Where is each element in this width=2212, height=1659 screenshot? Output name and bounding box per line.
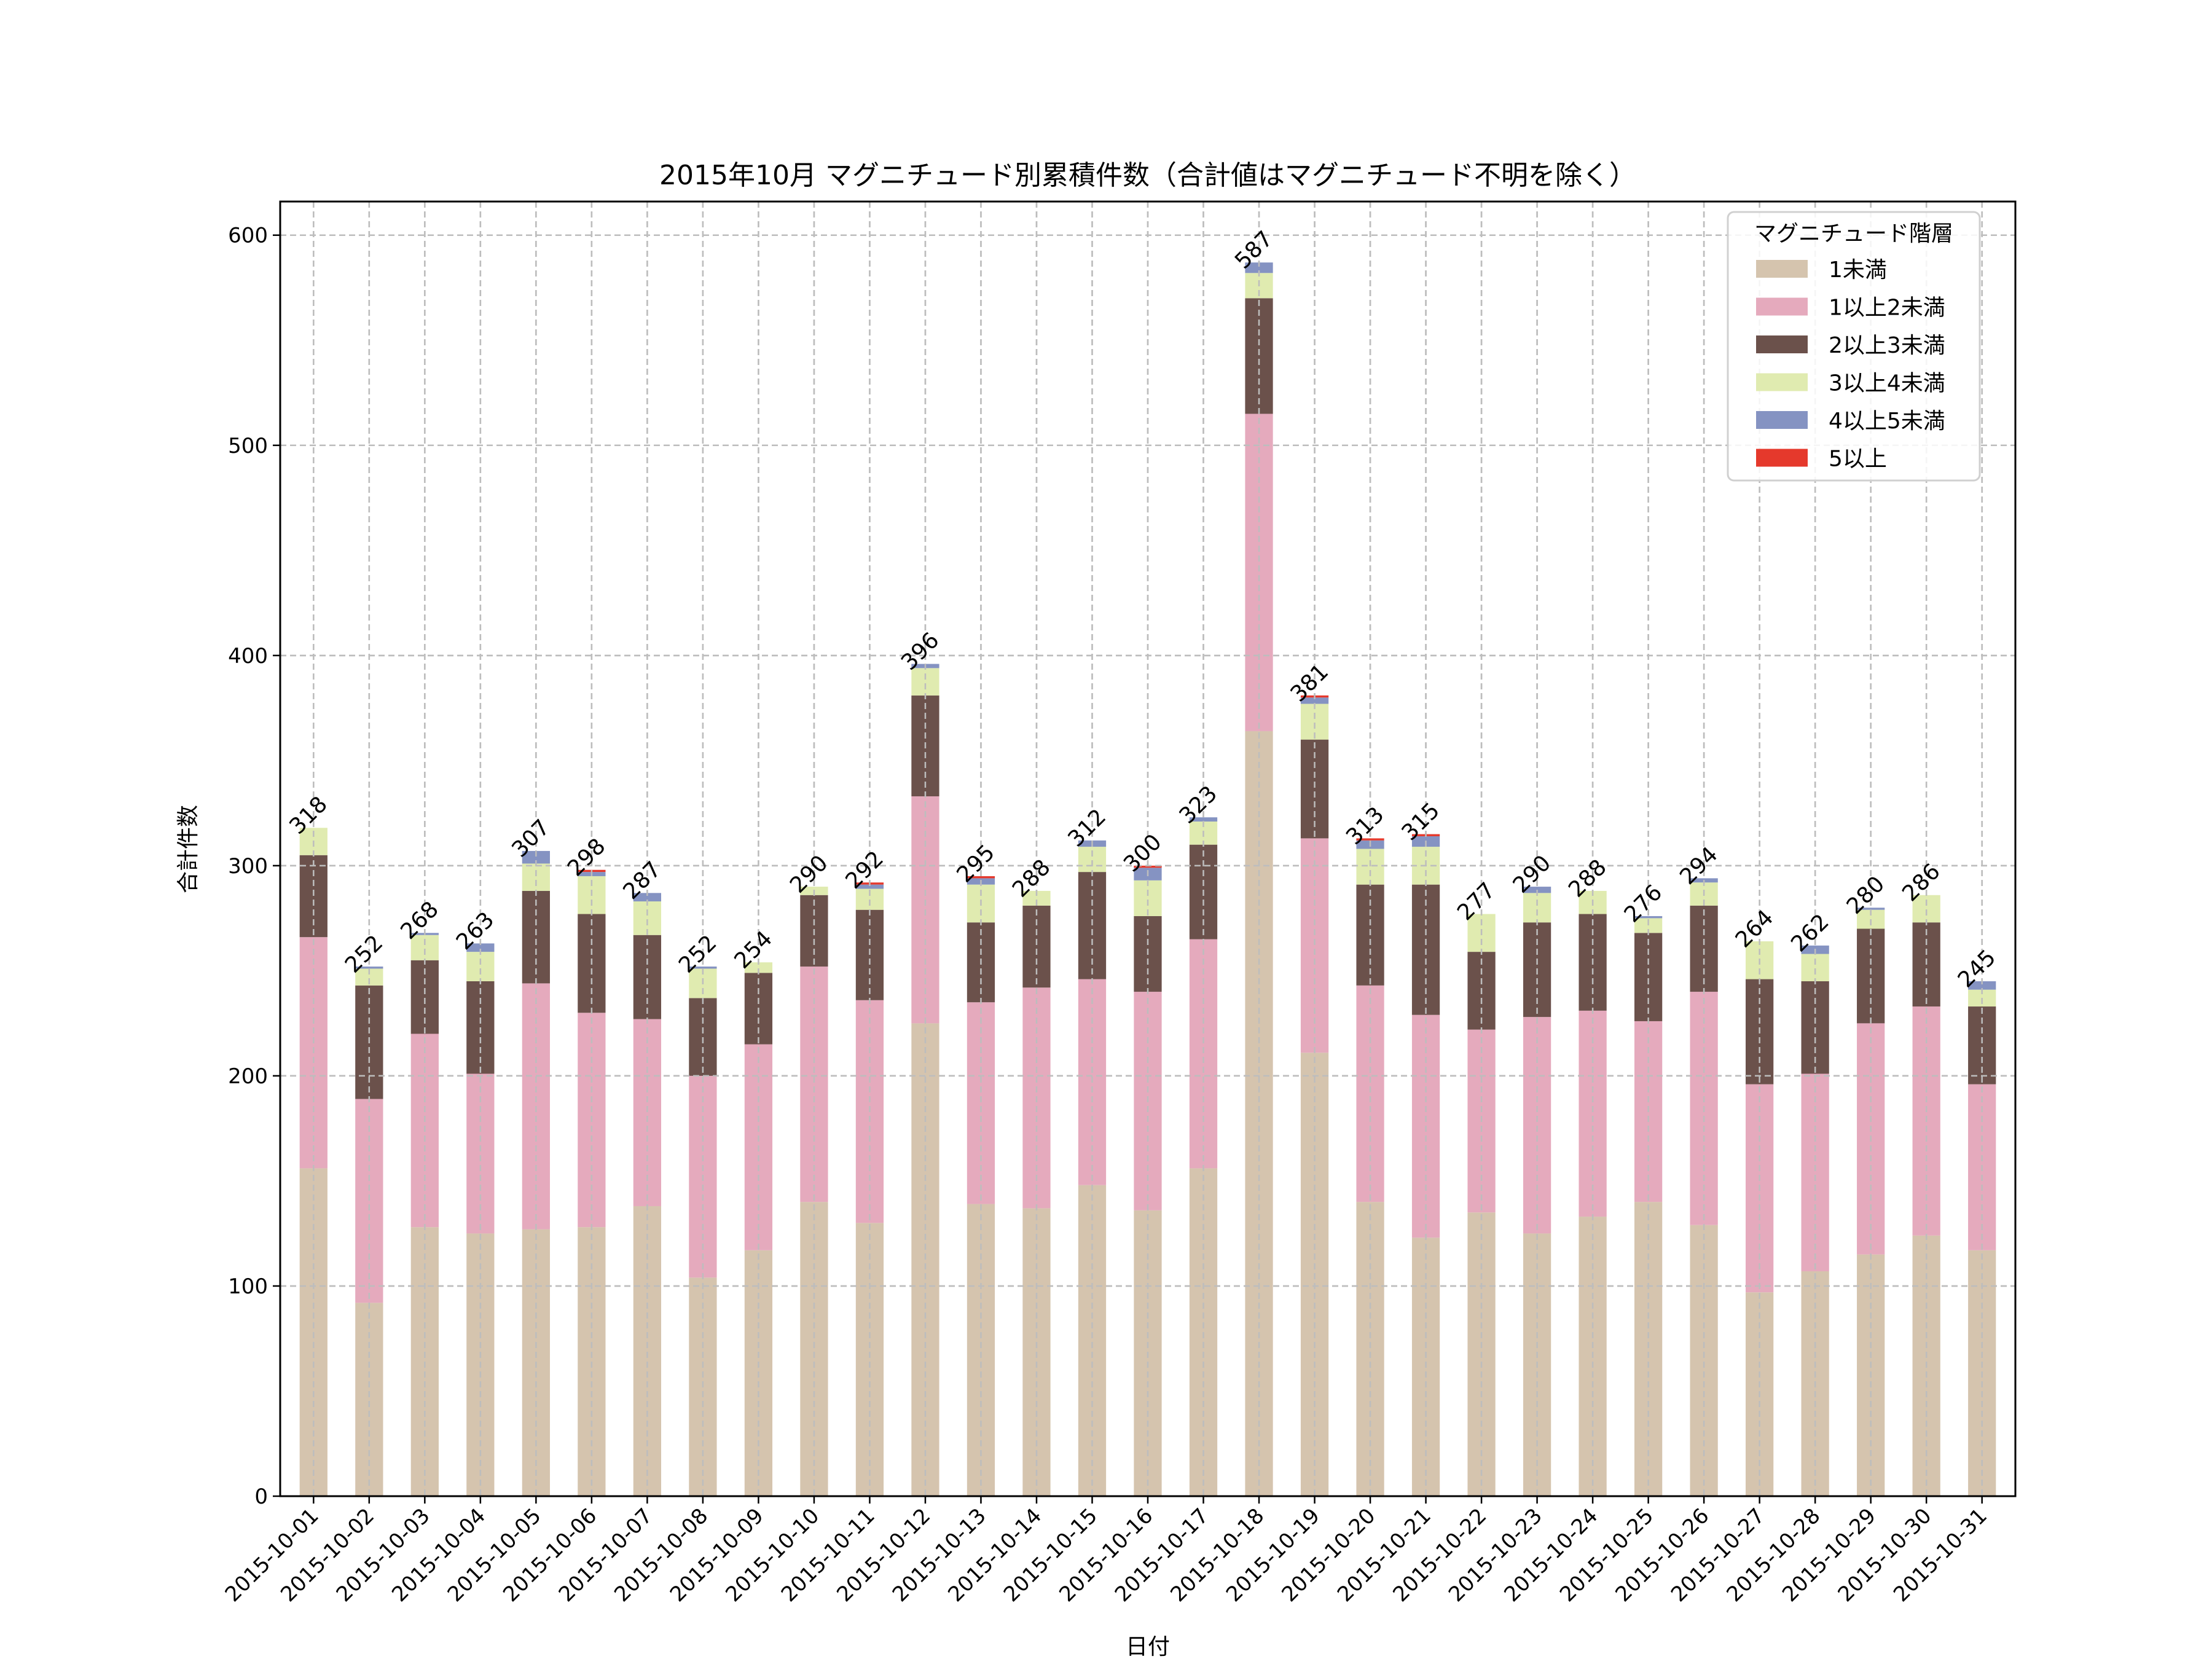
bar-segment [1968,981,1996,990]
bar-segment [1356,838,1384,841]
bars [280,202,2015,1497]
bar-segment [522,863,550,891]
legend-label: 1以上2未満 [1829,296,1945,321]
y-axis: 0 100 200 300 400 500 600 [228,224,280,1509]
bar-segment [355,967,383,969]
y-tick-label: 400 [228,644,268,669]
y-tick-label: 100 [228,1274,268,1299]
bar-segment [1634,918,1663,933]
bar-segment [855,884,884,889]
bar-segment [522,850,550,864]
legend-label: 4以上5未満 [1829,409,1945,434]
bar-segment [1078,1185,1107,1496]
bar-segment [1523,893,1551,923]
legend-title: マグニチュード階層 [1754,221,1953,246]
legend-items: 1未満 1以上2未満 2以上3未満 3以上4未満 4以上5未満 5以上 [1756,257,1945,472]
bar-segment [800,1202,828,1496]
legend: マグニチュード階層 1未満 1以上2未満 2以上3未満 3以上4未満 4以上5未満 5以上 [1727,211,1981,482]
y-tick-label: 0 [254,1484,268,1509]
bar-segment [1801,954,1829,981]
bar-segment [744,962,773,973]
bar-segment [1189,817,1218,822]
y-tick-label: 500 [228,434,268,458]
legend-swatch [1756,335,1808,353]
legend-label: 3以上4未満 [1829,371,1945,396]
bar-segment [1300,697,1329,704]
bar-segment [466,952,495,981]
legend-label: 5以上 [1829,447,1887,472]
bar-segment [911,668,939,696]
bar-segment [1857,908,1885,910]
legend-label: 2以上3未満 [1829,333,1945,358]
legend-swatch [1756,449,1808,467]
bar-segment [689,967,717,969]
bar-segment [633,893,662,902]
y-tick-label: 200 [228,1064,268,1089]
bar-segment [1356,1202,1384,1496]
bar-segment [1134,865,1162,868]
bar-segment [1801,1073,1829,1272]
bar-segment [522,890,550,984]
y-tick-label: 600 [228,224,268,248]
bar-segment [1634,916,1663,919]
legend-swatch [1756,260,1808,278]
legend-label: 1未満 [1829,257,1887,283]
bar-segment [1022,890,1051,906]
x-axis-label: 日付 [1126,1634,1170,1659]
bar-segment [1579,1010,1607,1217]
bar-segment [967,876,995,879]
bar-segment [466,943,495,952]
bar-segment [1634,1202,1663,1496]
bar-segment [1245,262,1273,273]
legend-swatch [1756,411,1808,429]
bar-segment [633,935,662,1019]
chart-title: 2015年10月 マグニチュード別累積件数（合計値はマグニチュード不明を除く） [659,160,1636,191]
y-tick-label: 300 [228,854,268,879]
bar-segment [967,1204,995,1496]
bar-segment [1245,731,1273,1496]
legend-swatch [1756,373,1808,391]
x-axis: 2015-10-012015-10-022015-10-032015-10-04… [221,1496,1992,1607]
bar-segment [355,1303,383,1496]
y-axis-label: 合計件数 [176,805,201,893]
bar-segment [1634,933,1663,1021]
legend-swatch [1756,297,1808,316]
bar-segment [800,967,828,1202]
bar-segment [1022,905,1051,988]
bar-segment [1245,298,1273,414]
